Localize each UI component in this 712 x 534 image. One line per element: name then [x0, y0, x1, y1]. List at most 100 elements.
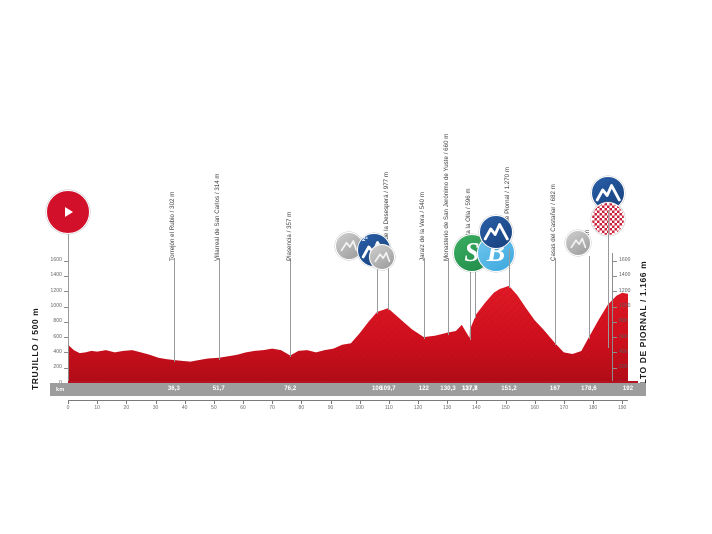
- y-tick: [64, 306, 68, 308]
- start-flag-icon[interactable]: [46, 190, 90, 234]
- x-tick-label: 100: [355, 404, 364, 411]
- x-tick-label: 50: [211, 404, 217, 411]
- marker-leader-line: [448, 258, 449, 335]
- y-tick-label: 1000: [50, 303, 62, 310]
- y-tick-label: 200: [619, 364, 628, 371]
- x-tick-label: 60: [240, 404, 246, 411]
- x-tick: [388, 400, 390, 404]
- x-tick: [126, 400, 128, 404]
- y-tick: [64, 367, 68, 369]
- x-tick-label: 150: [501, 404, 510, 411]
- gray-pass-icon[interactable]: [369, 244, 395, 270]
- x-tick-label: 70: [269, 404, 275, 411]
- km-bar-mark: 178,6: [581, 386, 597, 393]
- km-bar-mark: 130,3: [440, 386, 456, 393]
- y-axis-right: [612, 253, 613, 383]
- mountain-special-icon[interactable]: [591, 176, 625, 210]
- marker-leader-line: [290, 258, 291, 358]
- x-tick: [622, 400, 624, 404]
- km-bar-route-line: [68, 381, 638, 383]
- x-tick: [272, 400, 274, 404]
- marker-leader-line: [219, 258, 220, 360]
- x-tick-label: 10: [94, 404, 100, 411]
- x-tick-label: 120: [413, 404, 423, 411]
- x-tick: [155, 400, 157, 404]
- marker-label: Torrejón el Rubio / 302 m: [169, 191, 177, 261]
- x-tick: [68, 400, 69, 404]
- x-tick: [418, 400, 419, 404]
- marker-leader-line: [174, 258, 175, 363]
- x-tick: [213, 400, 215, 404]
- y-tick-label: 600: [619, 333, 628, 340]
- x-tick: [505, 400, 507, 404]
- gray-pass-icon[interactable]: [565, 230, 591, 256]
- x-tick-label: 30: [152, 404, 159, 411]
- y-tick-label: 1400: [619, 272, 631, 279]
- mountain-special-icon[interactable]: [479, 215, 513, 249]
- y-tick-label: 0: [38, 380, 62, 386]
- marker-leader-line: [377, 260, 378, 314]
- pass-glyph-icon: [374, 251, 390, 262]
- km-bar-mark: 36,3: [167, 386, 180, 393]
- x-tick-label: 130: [442, 404, 452, 411]
- y-tick-label: 1200: [619, 287, 631, 294]
- km-bar-mark: 192: [622, 386, 634, 393]
- pass-glyph-icon: [340, 240, 358, 252]
- km-bar-mark: 51,7: [212, 386, 225, 393]
- km-bar-mark: 76,2: [284, 386, 297, 393]
- x-tick-label: 140: [472, 404, 481, 411]
- km-bar-mark: 137,7: [461, 386, 478, 393]
- y-tick: [613, 306, 617, 308]
- y-tick: [613, 352, 617, 354]
- x-tick: [593, 400, 594, 404]
- marker-leader-line: [509, 249, 510, 288]
- x-tick: [534, 400, 536, 404]
- y-tick-label: 800: [53, 318, 62, 325]
- km-bar-unit-label: km: [56, 386, 65, 393]
- km-bar: km 36,3 51,7 76,2 106 109,7 122 130,3 137,7 137,…: [50, 381, 646, 396]
- marker-label: Casas del Castañar / 682 m: [550, 184, 558, 261]
- finish-town-title: ALTO DE PIORNAL / 1.166 m: [638, 260, 648, 391]
- x-tick: [184, 400, 186, 404]
- y-tick: [613, 260, 617, 262]
- y-tick: [64, 321, 68, 323]
- y-tick-label: 1400: [50, 272, 62, 279]
- x-tick-label: 90: [327, 404, 334, 411]
- y-tick-label: 1600: [619, 257, 631, 264]
- x-tick-label: 80: [298, 404, 305, 411]
- mountain-glyph-icon: [483, 222, 509, 241]
- marker-leader-line: [388, 267, 389, 311]
- y-tick-label: 1200: [50, 287, 62, 294]
- km-bar-mark: 151,2: [501, 386, 517, 393]
- pass-glyph-icon: [570, 237, 586, 248]
- y-tick-label: 200: [53, 364, 62, 371]
- y-tick: [64, 275, 68, 277]
- y-tick: [613, 337, 617, 339]
- km-bar-mark: 167: [549, 386, 561, 393]
- x-tick-label: 160: [530, 404, 539, 411]
- y-tick-label: 1600: [50, 257, 62, 264]
- x-tick: [359, 400, 361, 404]
- y-tick: [613, 291, 617, 293]
- y-tick: [64, 260, 68, 262]
- mountain-category-number: 2ª: [362, 237, 368, 243]
- marker-label: Villarreal de San Carlos / 314 m: [214, 173, 222, 261]
- start-town-title: TRUJILLO / 500 m: [30, 307, 40, 390]
- x-tick: [476, 400, 478, 404]
- marker-leader-line: [589, 256, 590, 340]
- x-tick-label: 170: [559, 404, 568, 411]
- play-triangle-icon: [65, 207, 73, 217]
- km-bar-mark: 109,7: [380, 386, 396, 393]
- y-tick: [64, 352, 68, 354]
- km-bar-mark: 137,8: [462, 386, 478, 393]
- y-tick-label: 400: [619, 348, 628, 355]
- x-tick: [563, 400, 565, 404]
- marker-label: Plasencia / 357 m: [285, 211, 293, 261]
- marker-label: Jaraíz de la Vera / 540 m: [419, 192, 427, 261]
- x-axis-line: [68, 400, 628, 401]
- x-tick-label: 40: [181, 404, 188, 411]
- marker-label: Monasterio de San Jerónimo de Yuste / 66…: [443, 133, 451, 261]
- marker-stem: [475, 272, 476, 318]
- x-tick-label: 190: [617, 404, 627, 411]
